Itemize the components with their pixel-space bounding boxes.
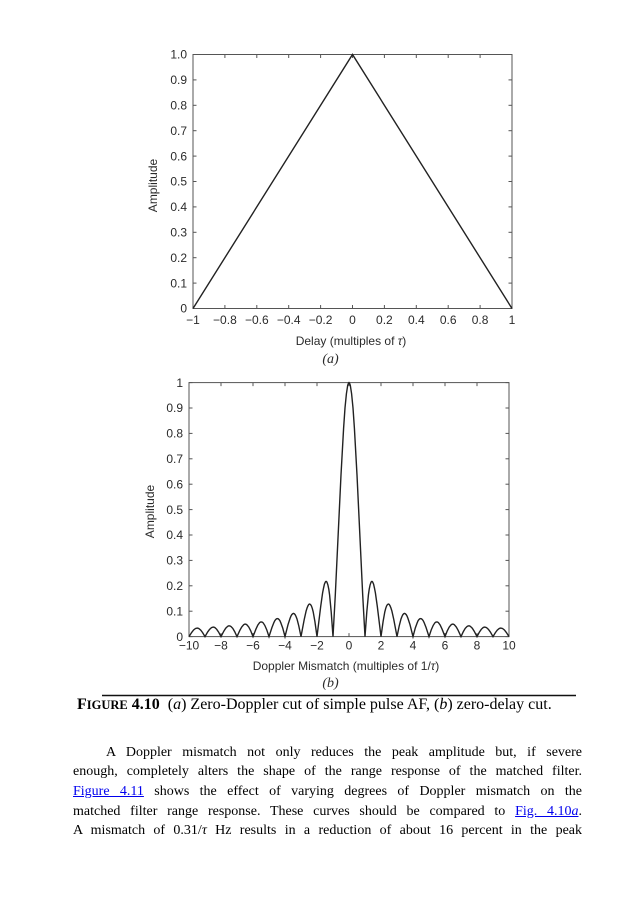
svg-text:0.1: 0.1 [170, 276, 187, 290]
svg-text:−10: −10 [179, 639, 200, 653]
svg-text:−8: −8 [214, 639, 228, 653]
svg-text:1: 1 [509, 313, 516, 327]
svg-text:−0.2: −0.2 [309, 313, 333, 327]
svg-text:0.9: 0.9 [170, 73, 187, 87]
svg-text:0.8: 0.8 [472, 313, 489, 327]
svg-text:0.5: 0.5 [170, 175, 187, 189]
svg-text:0: 0 [349, 313, 356, 327]
svg-text:2: 2 [378, 639, 385, 653]
svg-text:−6: −6 [246, 639, 260, 653]
svg-text:0.2: 0.2 [170, 251, 187, 265]
svg-text:−2: −2 [310, 639, 324, 653]
svg-text:0.4: 0.4 [408, 313, 425, 327]
svg-text:−0.8: −0.8 [213, 313, 237, 327]
svg-text:Delay (multiples of τ): Delay (multiples of τ) [296, 334, 407, 348]
svg-text:0.3: 0.3 [170, 226, 187, 240]
svg-text:−0.4: −0.4 [277, 313, 301, 327]
svg-text:−0.6: −0.6 [245, 313, 269, 327]
svg-text:−1: −1 [186, 313, 200, 327]
svg-text:0.9: 0.9 [166, 401, 183, 415]
svg-text:0.8: 0.8 [166, 427, 183, 441]
svg-text:Amplitude: Amplitude [146, 159, 160, 213]
svg-text:0.5: 0.5 [166, 503, 183, 517]
svg-text:Doppler Mismatch (multiples of: Doppler Mismatch (multiples of 1/τ) [253, 659, 440, 673]
svg-text:0: 0 [180, 302, 187, 316]
svg-text:0: 0 [346, 639, 353, 653]
svg-text:0.3: 0.3 [166, 554, 183, 568]
svg-text:0.7: 0.7 [166, 452, 183, 466]
svg-text:1.0: 1.0 [170, 48, 187, 62]
svg-text:6: 6 [442, 639, 449, 653]
svg-text:(b): (b) [322, 676, 339, 691]
svg-text:0.2: 0.2 [376, 313, 393, 327]
svg-text:(a): (a) [322, 352, 339, 367]
svg-text:0.6: 0.6 [170, 149, 187, 163]
svg-text:0.8: 0.8 [170, 99, 187, 113]
svg-text:Amplitude: Amplitude [143, 485, 157, 539]
svg-text:0.4: 0.4 [166, 528, 183, 542]
svg-text:0.7: 0.7 [170, 124, 187, 138]
svg-text:1: 1 [176, 376, 183, 390]
svg-text:8: 8 [474, 639, 481, 653]
svg-text:10: 10 [502, 639, 516, 653]
svg-text:0.4: 0.4 [170, 200, 187, 214]
svg-text:0.1: 0.1 [166, 604, 183, 618]
svg-text:−4: −4 [278, 639, 292, 653]
svg-text:0.2: 0.2 [166, 579, 183, 593]
svg-text:0: 0 [176, 630, 183, 644]
svg-text:0.6: 0.6 [440, 313, 457, 327]
svg-text:4: 4 [410, 639, 417, 653]
svg-text:0.6: 0.6 [166, 477, 183, 491]
